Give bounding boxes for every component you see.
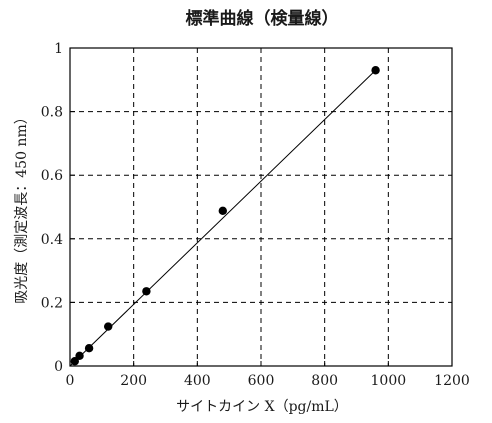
data-point — [70, 357, 79, 366]
data-point — [84, 343, 94, 353]
x-axis-label: サイトカイン X（pg/mL） — [176, 399, 348, 415]
y-tick-label: 1 — [54, 41, 63, 57]
data-point — [104, 322, 113, 331]
data-point — [75, 351, 84, 361]
x-tick-label: 800 — [311, 373, 338, 389]
y-tick-label: 0 — [54, 359, 63, 375]
x-tick-label: 0 — [66, 373, 75, 389]
x-tick-label: 400 — [184, 373, 211, 389]
fit-line — [69, 69, 376, 367]
y-tick-label: 0.8 — [41, 105, 63, 121]
y-tick-label: 0.4 — [41, 232, 63, 248]
data-point — [218, 206, 227, 216]
y-tick-label: 0.2 — [41, 295, 63, 311]
chart-title: 標準曲線（検量線） — [186, 8, 339, 29]
x-tick-label: 1200 — [434, 373, 470, 389]
data-point — [142, 287, 151, 296]
y-axis-label: 吸光度（測定波長：450 nm） — [14, 110, 30, 303]
x-tick-label: 600 — [248, 373, 275, 389]
fit-layer — [69, 69, 376, 367]
y-tick-label: 0.6 — [41, 168, 63, 184]
tick-layer: 0 200 400 600 800 1000 1200 0 0.2 0.4 0.6 0.8 1 — [41, 41, 470, 389]
x-tick-label: 1000 — [371, 373, 407, 389]
point-layer — [70, 66, 380, 366]
data-point — [371, 66, 380, 75]
x-tick-label: 200 — [120, 373, 147, 389]
grid-layer — [70, 48, 452, 366]
